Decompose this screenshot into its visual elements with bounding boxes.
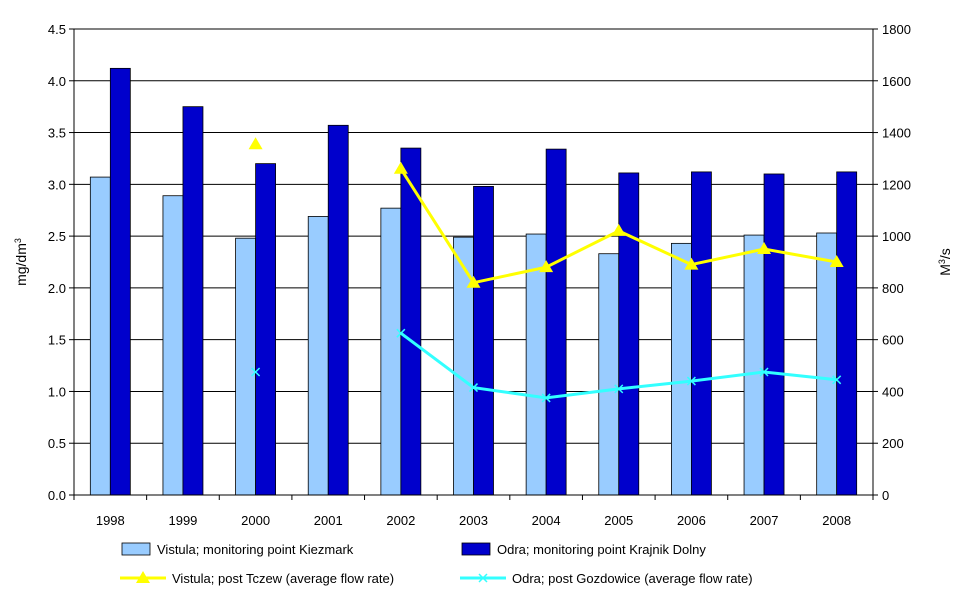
- bar: [380, 207, 402, 496]
- y-tick-label-left: 3.5: [48, 126, 66, 141]
- bar: [691, 171, 712, 496]
- data-point-stroke: [478, 573, 488, 583]
- y-tick-label-right: 1600: [882, 74, 911, 89]
- y-tick-label-right: 0: [882, 488, 889, 503]
- data-point-stroke: [396, 328, 406, 338]
- tick-labels: 0.0 0 0.5 200 1.0 400 1.5 600 2.0 800 2.5 1000 3.0 12…: [48, 22, 911, 528]
- data-point-stroke: [614, 384, 624, 394]
- data-point: [468, 383, 479, 393]
- x-tick-label: 2006: [677, 513, 706, 528]
- data-point: [757, 242, 772, 255]
- x-tick-label: 2000: [241, 513, 270, 528]
- legend-label: Odra; monitoring point Krajnik Dolny: [497, 542, 706, 557]
- bar: [307, 216, 329, 496]
- legend-label: Odra; post Gozdowice (average flow rate): [512, 571, 753, 586]
- x-tick-label: 2002: [386, 513, 415, 528]
- y-tick-label-left: 0.0: [48, 488, 66, 503]
- bar: [255, 163, 276, 496]
- y-tick-label-left: 4.5: [48, 22, 66, 37]
- y-tick-label-left: 0.5: [48, 436, 66, 451]
- y-tick-label-left: 4.0: [48, 74, 66, 89]
- data-point: [541, 393, 551, 403]
- bar: [763, 173, 785, 496]
- x-tick-label: 1999: [168, 513, 197, 528]
- bar: [743, 234, 765, 496]
- bar: [162, 195, 184, 496]
- y-tick-label-left: 2.0: [48, 281, 66, 296]
- data-point: [686, 376, 696, 386]
- data-point: [466, 275, 481, 288]
- y-tick-label-left: 3.0: [48, 177, 66, 192]
- data-point: [614, 384, 624, 394]
- y-tick-label-left: 1.0: [48, 384, 66, 399]
- data-point: [136, 571, 150, 583]
- y-tick-label-right: 1800: [882, 22, 911, 37]
- data-point-stroke: [832, 375, 842, 385]
- x-tick-label: 2008: [822, 513, 851, 528]
- bar: [473, 186, 494, 496]
- y-tick-label-right: 1200: [882, 177, 911, 192]
- y-tick-label-right: 1400: [882, 126, 911, 141]
- legend-item: Vistula; post Tczew (average flow rate): [120, 571, 394, 586]
- x-tick-label: 2004: [532, 513, 561, 528]
- bar: [525, 233, 547, 496]
- data-point: [396, 328, 406, 338]
- y-tick-label-right: 200: [882, 436, 904, 451]
- series-lines: [248, 137, 844, 403]
- data-point-stroke: [468, 383, 479, 393]
- y-tick-label-right: 600: [882, 333, 904, 348]
- data-point: [759, 367, 769, 377]
- legend-label: Vistula; monitoring point Kiezmark: [157, 542, 354, 557]
- legend-swatch: [461, 542, 491, 556]
- bar: [182, 106, 204, 496]
- data-point: [684, 257, 699, 270]
- y-tick-label-right: 800: [882, 281, 904, 296]
- data-point-stroke: [759, 367, 769, 377]
- plot-frame: [73, 28, 874, 496]
- bar: [545, 148, 567, 496]
- bar: [89, 176, 111, 496]
- data-point: [539, 260, 554, 273]
- data-point: [832, 375, 842, 385]
- bar: [400, 147, 422, 496]
- y-axis-left-label: mg/dm3: [13, 238, 29, 286]
- legend-item: Vistula; monitoring point Kiezmark: [121, 542, 354, 557]
- x-tick-label: 2003: [459, 513, 488, 528]
- legend-swatch: [121, 542, 151, 556]
- bar: [598, 253, 620, 496]
- y-tick-label-right: 400: [882, 384, 904, 399]
- legend-label: Vistula; post Tczew (average flow rate): [172, 571, 394, 586]
- bar: [816, 232, 838, 496]
- x-tick-label: 2001: [314, 513, 343, 528]
- y-tick-label-left: 1.5: [48, 333, 66, 348]
- data-point-stroke: [541, 393, 551, 403]
- bar: [235, 237, 256, 496]
- data-point-stroke: [251, 367, 261, 377]
- bars: [89, 67, 858, 496]
- bar: [109, 67, 131, 496]
- data-point: [251, 367, 261, 377]
- data-point: [393, 161, 408, 174]
- legend-item: Odra; post Gozdowice (average flow rate): [460, 571, 753, 586]
- y-tick-label-left: 2.5: [48, 229, 66, 244]
- axes: [69, 28, 878, 500]
- bar: [327, 124, 349, 496]
- bar: [618, 172, 640, 496]
- data-point: [829, 255, 844, 267]
- x-tick-label: 1998: [96, 513, 125, 528]
- legend-item: Odra; monitoring point Krajnik Dolny: [461, 542, 706, 557]
- legend: Vistula; monitoring point Kiezmark Odra; …: [120, 542, 753, 586]
- data-point: [611, 223, 626, 236]
- data-point: [248, 137, 263, 150]
- bar: [836, 171, 858, 496]
- data-point-stroke: [686, 376, 696, 386]
- data-point: [478, 573, 488, 583]
- y-axis-right-label: M3/s: [937, 248, 953, 276]
- y-tick-label-right: 1000: [882, 229, 911, 244]
- x-tick-label: 2007: [750, 513, 779, 528]
- bar: [671, 242, 692, 496]
- x-tick-label: 2005: [604, 513, 633, 528]
